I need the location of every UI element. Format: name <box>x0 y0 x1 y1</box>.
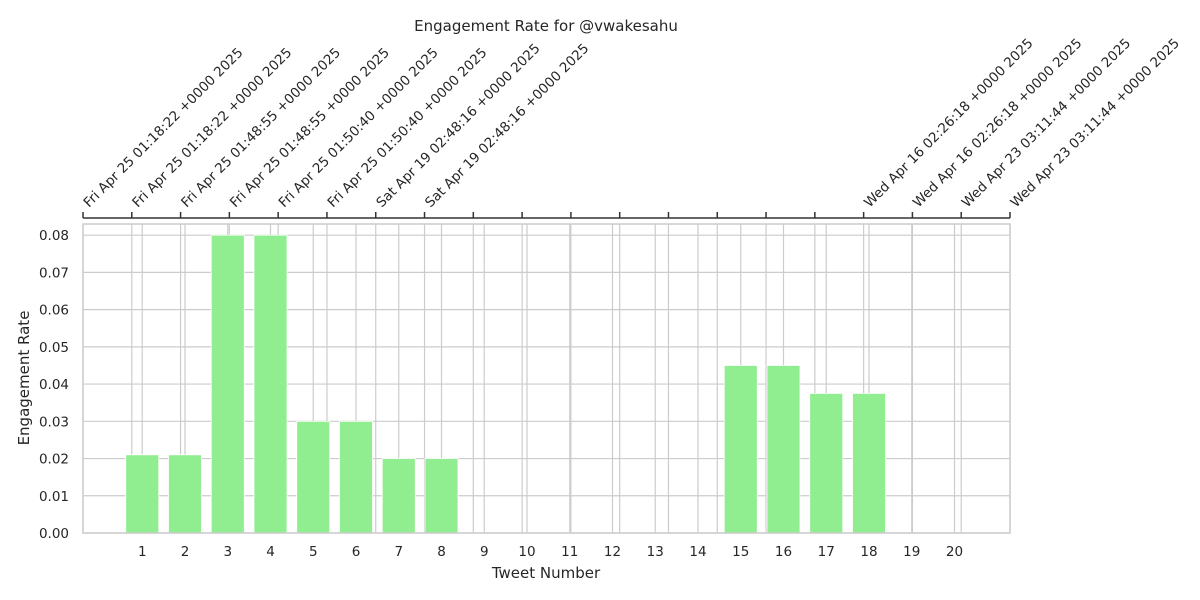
x-tick-label: 7 <box>394 544 403 560</box>
x-tick-label: 12 <box>604 544 621 560</box>
bar-17 <box>809 392 844 534</box>
bar-7 <box>381 458 416 534</box>
y-tick-label: 0.00 <box>39 526 69 542</box>
x-tick-label: 19 <box>903 544 920 560</box>
bar-2 <box>168 454 202 534</box>
plot-border <box>82 223 1011 534</box>
y-tick-label: 0.01 <box>39 489 69 505</box>
x-tick-label: 3 <box>223 544 232 560</box>
bar-18 <box>852 392 886 534</box>
bar-4 <box>253 234 288 534</box>
x-tick-label: 11 <box>561 544 578 560</box>
x-tick-label: 17 <box>818 544 835 560</box>
x-tick-label: 2 <box>181 544 190 560</box>
bar-6 <box>339 420 373 534</box>
x-tick-label: 20 <box>946 544 963 560</box>
x-tick-label: 9 <box>480 544 489 560</box>
bar-1 <box>125 454 160 534</box>
x-tick-label: 4 <box>266 544 275 560</box>
y-tick-label: 0.03 <box>39 414 69 430</box>
x-tick-label: 14 <box>689 544 706 560</box>
bar-5 <box>296 420 331 534</box>
top-date-label: Wed Apr 16 02:26:18 +0000 2025 <box>861 35 1036 210</box>
x-tick-label: 6 <box>352 544 361 560</box>
bar-16 <box>766 365 801 534</box>
y-tick-labels: 0.00 0.01 0.02 0.03 0.04 0.05 0.06 0.07 0.08 <box>39 228 69 542</box>
y-tick-label: 0.07 <box>39 265 69 281</box>
bar-15 <box>723 365 758 534</box>
y-tick-label: 0.05 <box>39 340 69 356</box>
x-tick-labels: 1 2 3 4 5 6 7 8 9 10 11 12 13 14 15 16 17 18 19 20 <box>138 544 963 560</box>
x-tick-label: 18 <box>860 544 877 560</box>
y-axis-label: Engagement Rate <box>15 311 33 446</box>
plot-frame <box>82 223 1011 534</box>
y-tick-label: 0.04 <box>39 377 69 393</box>
y-tick-label: 0.06 <box>39 303 69 319</box>
chart-title: Engagement Rate for @vwakesahu <box>414 17 678 35</box>
x-tick-label: 16 <box>775 544 792 560</box>
x-tick-label: 15 <box>732 544 749 560</box>
x-tick-label: 1 <box>138 544 147 560</box>
x-tick-label: 5 <box>309 544 318 560</box>
x-axis-label: Tweet Number <box>491 564 601 582</box>
x-tick-label: 13 <box>647 544 664 560</box>
y-tick-label: 0.02 <box>39 452 69 468</box>
x-tick-label: 8 <box>437 544 446 560</box>
bars <box>125 234 886 534</box>
bar-8 <box>424 458 459 534</box>
x-tick-label: 10 <box>518 544 535 560</box>
y-tick-label: 0.08 <box>39 228 69 244</box>
bar-3 <box>210 234 245 534</box>
